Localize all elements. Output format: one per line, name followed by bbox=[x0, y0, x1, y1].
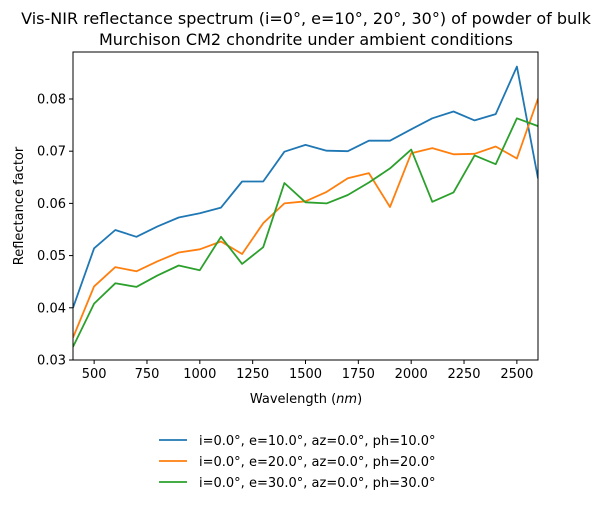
y-tick-label: 0.04 bbox=[37, 301, 66, 316]
y-axis: 0.03 0.04 0.05 0.06 0.07 0.08 bbox=[37, 92, 73, 369]
y-axis-label: Reflectance factor bbox=[12, 146, 27, 265]
series-line-2 bbox=[73, 98, 538, 338]
x-tick-label: 750 bbox=[135, 367, 160, 382]
series-line-1 bbox=[73, 65, 538, 309]
x-tick-label: 1250 bbox=[236, 367, 269, 382]
chart-title: Vis-NIR reflectance spectrum (i=0°, e=10… bbox=[21, 9, 591, 28]
x-tick-label: 2250 bbox=[447, 367, 480, 382]
x-axis: 500 750 1000 1250 1500 1750 2000 2250 2500 bbox=[82, 360, 533, 382]
legend-label-1: i=0.0°, e=10.0°, az=0.0°, ph=10.0° bbox=[199, 434, 436, 449]
series-line-3 bbox=[73, 117, 538, 348]
x-tick-label: 1000 bbox=[183, 367, 216, 382]
legend-label-3: i=0.0°, e=30.0°, az=0.0°, ph=30.0° bbox=[199, 476, 436, 491]
x-tick-label: 1750 bbox=[342, 367, 375, 382]
y-tick-label: 0.03 bbox=[37, 354, 66, 369]
y-tick-label: 0.08 bbox=[37, 92, 66, 107]
y-tick-label: 0.06 bbox=[37, 197, 66, 212]
legend-label-2: i=0.0°, e=20.0°, az=0.0°, ph=20.0° bbox=[199, 455, 436, 470]
y-tick-label: 0.07 bbox=[37, 145, 66, 160]
x-axis-label: Wavelength (nm) bbox=[250, 392, 362, 407]
x-tick-label: 500 bbox=[82, 367, 107, 382]
chart-title-line2: Murchison CM2 chondrite under ambient co… bbox=[99, 30, 513, 49]
x-tick-label: 1500 bbox=[289, 367, 322, 382]
x-tick-label: 2500 bbox=[500, 367, 533, 382]
legend: i=0.0°, e=10.0°, az=0.0°, ph=10.0° i=0.0°… bbox=[159, 434, 436, 491]
x-tick-label: 2000 bbox=[395, 367, 428, 382]
y-tick-label: 0.05 bbox=[37, 249, 66, 264]
axes-frame bbox=[72, 51, 539, 361]
plot-area bbox=[73, 65, 538, 348]
